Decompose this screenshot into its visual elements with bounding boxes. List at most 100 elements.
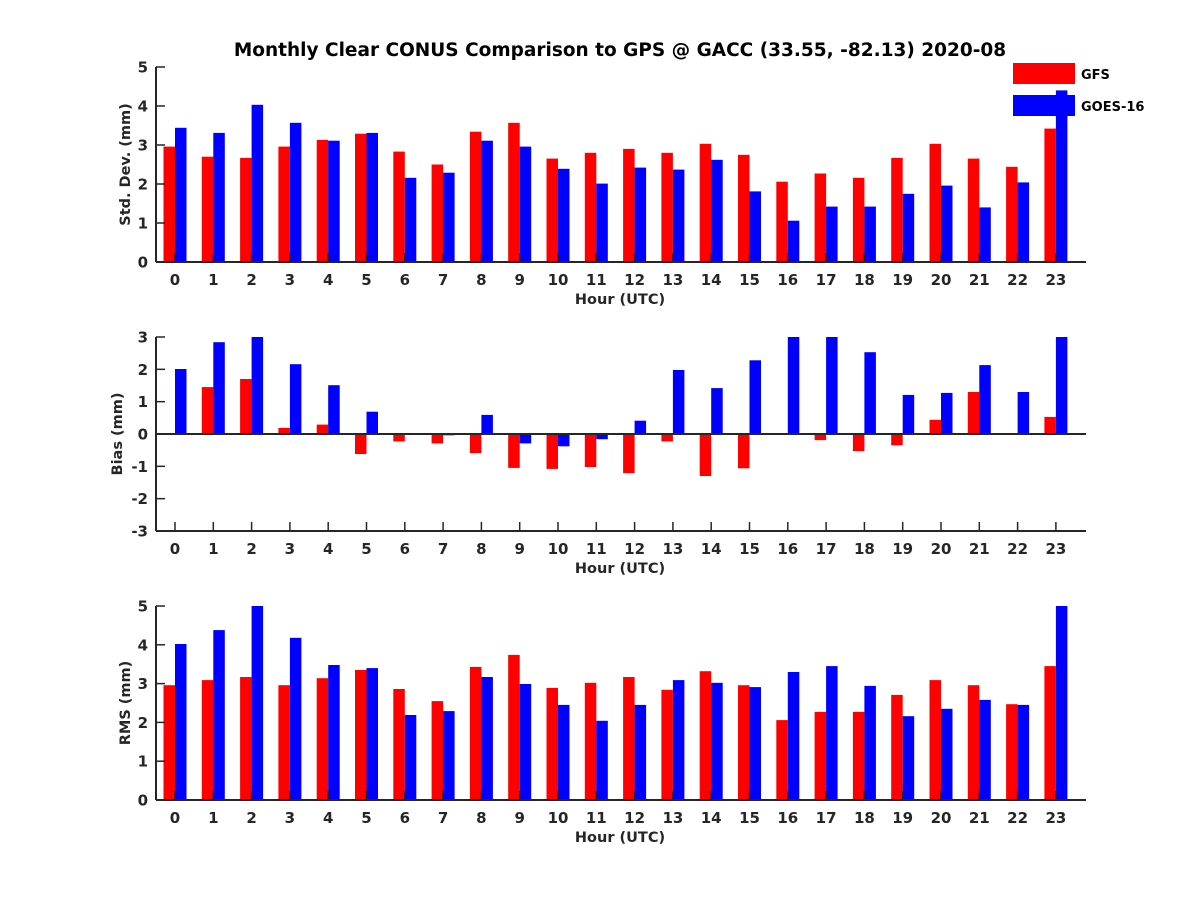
bar-gfs-hour-23 [1044, 666, 1056, 800]
bar-gfs-hour-2 [240, 677, 252, 800]
x-tick-label: 9 [514, 271, 524, 289]
x-tick-label: 11 [586, 271, 607, 289]
x-tick-label: 15 [739, 540, 760, 558]
y-axis-label: RMS (mm) [118, 661, 134, 746]
y-tick-label: 4 [138, 98, 148, 116]
bar-goes-16-hour-4 [328, 385, 340, 434]
bar-gfs-hour-22 [1006, 704, 1018, 800]
x-tick-label: 3 [285, 271, 295, 289]
bar-goes-16-hour-17 [826, 337, 838, 434]
x-tick-label: 23 [1045, 540, 1066, 558]
bar-goes-16-hour-20 [941, 392, 953, 434]
bar-gfs-hour-8 [469, 131, 482, 262]
bar-gfs-hour-20 [929, 419, 941, 434]
bar-goes-16-hour-9 [519, 684, 532, 800]
bar-gfs-hour-12 [623, 148, 635, 262]
x-tick-label: 6 [400, 540, 410, 558]
bar-gfs-hour-14 [699, 671, 712, 800]
y-tick-label: 1 [138, 753, 148, 771]
x-tick-label: 23 [1045, 271, 1066, 289]
bar-gfs-hour-2 [240, 379, 252, 434]
x-tick-label: 23 [1045, 809, 1066, 827]
bar-gfs-hour-5 [355, 133, 367, 262]
bar-gfs-hour-7 [431, 164, 444, 262]
y-tick-label: 3 [138, 329, 148, 347]
bar-goes-16-hour-14 [711, 159, 723, 262]
x-tick-label: 18 [854, 540, 875, 558]
x-tick-label: 14 [701, 809, 722, 827]
x-tick-label: 12 [624, 809, 645, 827]
bar-gfs-hour-3 [278, 685, 290, 800]
y-tick-label: 2 [138, 714, 148, 732]
x-tick-label: 0 [170, 809, 180, 827]
legend-swatch-gfs [1013, 63, 1075, 84]
bar-gfs-hour-9 [508, 654, 520, 800]
x-tick-label: 15 [739, 809, 760, 827]
bar-gfs-hour-21 [967, 685, 980, 800]
x-tick-label: 22 [1007, 540, 1028, 558]
bar-goes-16-hour-5 [366, 668, 378, 800]
x-tick-label: 2 [246, 271, 256, 289]
bar-goes-16-hour-11 [596, 434, 608, 440]
bar-goes-16-hour-5 [366, 411, 378, 434]
bar-gfs-hour-4 [316, 678, 329, 800]
bar-goes-16-hour-11 [596, 183, 608, 262]
bar-gfs-hour-6 [393, 434, 405, 442]
bar-goes-16-hour-4 [328, 665, 340, 800]
bar-gfs-hour-10 [546, 158, 558, 262]
bar-goes-16-hour-23 [1055, 337, 1068, 434]
bar-gfs-hour-23 [1044, 416, 1056, 434]
bar-goes-16-hour-22 [1017, 392, 1030, 434]
figure-title: Monthly Clear CONUS Comparison to GPS @ … [234, 40, 1006, 61]
x-tick-label: 20 [931, 271, 952, 289]
y-axis-label: Std. Dev. (mm) [118, 103, 134, 225]
bar-gfs-hour-19 [891, 434, 903, 446]
bar-gfs-hour-5 [355, 670, 367, 800]
x-tick-label: 10 [548, 540, 569, 558]
bar-gfs-hour-4 [316, 139, 329, 262]
bar-goes-16-hour-2 [251, 104, 264, 262]
bar-gfs-hour-8 [469, 434, 482, 454]
bar-goes-16-hour-13 [672, 680, 685, 800]
bar-goes-16-hour-13 [672, 169, 685, 262]
bar-goes-16-hour-8 [481, 414, 493, 434]
bar-gfs-hour-21 [967, 158, 980, 262]
bar-gfs-hour-20 [929, 680, 941, 800]
x-tick-label: 11 [586, 809, 607, 827]
bar-gfs-hour-19 [891, 157, 903, 262]
y-tick-label: -3 [131, 523, 148, 541]
bar-gfs-hour-5 [355, 434, 367, 454]
bar-goes-16-hour-7 [443, 711, 455, 800]
y-tick-label: 2 [138, 176, 148, 194]
bar-goes-16-hour-16 [787, 672, 800, 800]
bar-goes-16-hour-4 [328, 140, 340, 262]
bar-goes-16-hour-23 [1055, 606, 1068, 800]
x-tick-label: 4 [323, 809, 333, 827]
y-tick-label: 0 [138, 254, 148, 272]
x-tick-label: 6 [400, 809, 410, 827]
x-tick-label: 0 [170, 540, 180, 558]
bar-gfs-hour-23 [1044, 128, 1056, 262]
bar-goes-16-hour-1 [213, 630, 225, 800]
x-axis-label: Hour (UTC) [575, 292, 665, 308]
x-tick-label: 19 [892, 271, 913, 289]
bar-goes-16-hour-13 [672, 370, 685, 434]
x-tick-label: 5 [361, 809, 371, 827]
bar-gfs-hour-12 [623, 677, 635, 800]
bar-goes-16-hour-3 [289, 364, 302, 434]
y-tick-label: -1 [131, 458, 148, 476]
bar-gfs-hour-21 [967, 392, 980, 434]
bar-gfs-hour-10 [546, 687, 558, 800]
bar-goes-16-hour-6 [404, 177, 417, 262]
bar-goes-16-hour-17 [826, 666, 838, 800]
x-tick-label: 17 [816, 271, 837, 289]
x-tick-label: 5 [361, 540, 371, 558]
x-tick-label: 16 [777, 809, 798, 827]
x-tick-label: 7 [438, 271, 448, 289]
x-tick-label: 3 [285, 809, 295, 827]
bar-gfs-hour-17 [814, 434, 827, 441]
x-tick-label: 8 [476, 809, 486, 827]
bar-gfs-hour-9 [508, 434, 520, 468]
